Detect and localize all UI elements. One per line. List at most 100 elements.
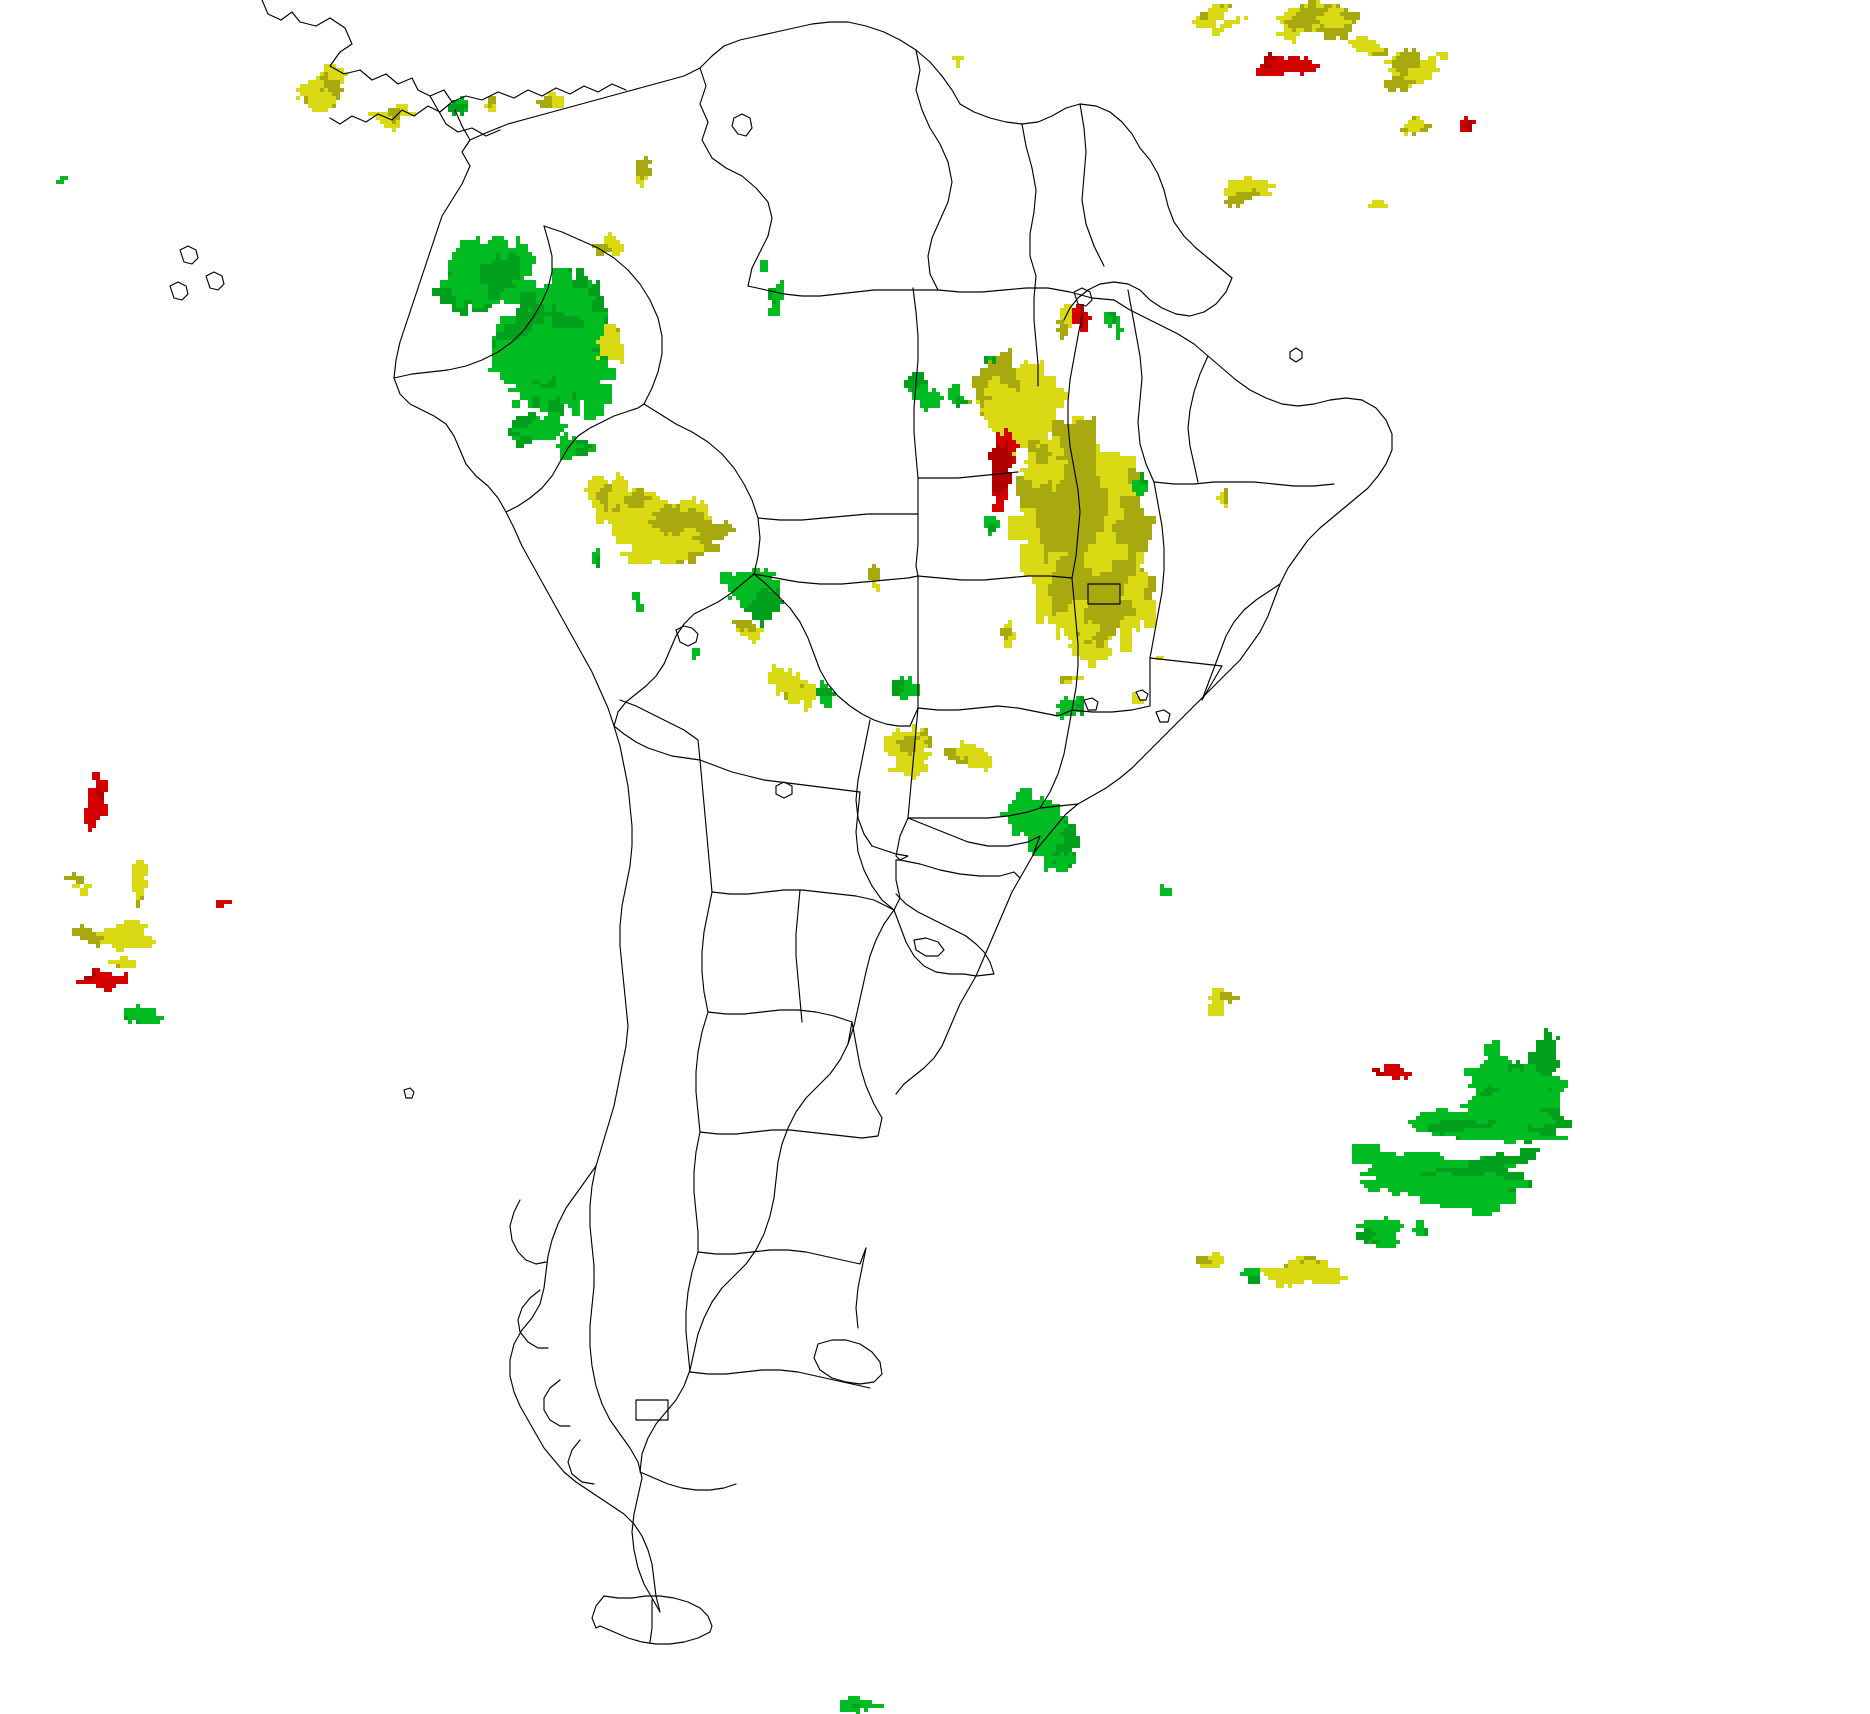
patch-blob [1156,652,1164,660]
patch-blob [552,96,564,108]
border-bahia-north [1150,482,1164,658]
map-patch-yellow [1020,432,1068,496]
map-patch-green [1464,1028,1568,1124]
coast-chile-islands-d [568,1440,594,1484]
patch-blob [1224,180,1244,196]
border-ms-parana [908,708,918,818]
islands-galapagos-2 [206,272,224,290]
border-peru-bolivia [614,574,754,726]
border-arg-prov-10 [690,1370,870,1388]
patch-blob [1164,884,1172,900]
map-patch-red [1252,52,1320,76]
patch-blob [1412,1220,1424,1232]
patch-blob [592,240,612,256]
border-arg-prov-3 [702,892,712,1012]
border-maranhao-piaui [1128,290,1154,482]
patch-blob [88,784,104,824]
map-patch-yellow [600,488,736,564]
coast-chile-islands-b [518,1290,548,1348]
border-bolivia-brazil [754,574,918,726]
map-patch-red [84,768,108,836]
border-arg-prov-4 [708,1010,852,1044]
map-patch-green [488,268,616,424]
map-patch-yellow [1260,1256,1348,1288]
map-patch-green [1240,1264,1268,1284]
coast-chile-islands-c [544,1380,570,1426]
patch-blob [1368,200,1380,208]
patch-blob [912,384,936,404]
map-patch-green [692,648,700,664]
border-venezuela-guyana [916,50,952,290]
map-patch-green [120,1004,168,1024]
patch-blob [1216,988,1240,1004]
map-patch-yellow [1192,4,1248,36]
border-paraguay-argentina [856,792,900,910]
patch-blob [736,580,760,608]
patch-blob [212,900,224,908]
map-patch-yellow [132,856,148,908]
map-patch-green [1000,788,1080,872]
border-ms-sp [918,706,1072,716]
patch-blob [1360,40,1384,52]
border-arg-west-cordoba [796,890,802,1022]
patch-blob [732,620,756,632]
patch-blob [1460,1096,1556,1128]
patch-blob [1260,56,1304,76]
map-patch-green [984,512,1000,536]
border-arg-prov-7 [694,1132,700,1252]
inset-box-2 [636,1400,668,1420]
border-acre-rondonia [754,574,918,584]
coast-peru [506,512,614,726]
patch-blob [64,872,88,884]
border-bahia-south [1150,658,1222,700]
patch-blob [76,976,108,984]
patch-blob [448,100,468,116]
coast-venezuela-guyana [960,104,1140,148]
island-small-sw [404,1088,414,1098]
patch-blob [1404,116,1428,136]
map-patch-green [888,676,924,700]
coast-small-br-3 [1156,710,1170,722]
map-patch-yellow [1196,1248,1224,1272]
border-arg-prov-1 [700,760,712,892]
patch-blob [112,920,152,940]
map-patch-yellow [1348,36,1388,60]
map-patch-yellow [296,64,348,116]
border-bolivia-paraguay [856,720,872,846]
patch-blob [1452,1128,1568,1144]
patch-blob [96,928,132,952]
patch-blob [124,1012,148,1024]
border-roraima-amazonas [1034,276,1038,386]
coast-argentina-east [640,910,894,1472]
patch-blob [692,648,696,664]
map-patch-yellow [636,156,652,188]
patch-blob [952,56,964,64]
map-patch-green [760,256,768,276]
border-amazonas-para [913,288,918,478]
border-bolivia-argentina [700,760,860,792]
patch-blob [996,476,1008,512]
border-sc-rs [900,860,1020,878]
border-piaui-ceara [1188,356,1208,482]
patch-blob [1464,120,1472,132]
map-patch-yellow [1368,200,1388,208]
map-patch-red [212,900,236,908]
map-patch-green [768,276,784,316]
patch-blob [1272,1268,1296,1288]
map-patch-green [632,588,644,612]
patch-blob [304,88,336,116]
border-ecuador-peru [506,404,644,512]
coast-colombia-pacific [394,166,470,378]
border-peru-brazil [644,404,760,574]
patch-blob [1132,480,1144,496]
map-patch-green [56,176,68,184]
coast-nordeste [1078,300,1392,804]
map-patch-yellow [1216,484,1232,508]
map-patch-green [1132,472,1148,500]
patch-blob [984,524,996,532]
patch-blob [1112,312,1124,340]
border-paraguay-brazil [872,846,908,860]
coast-islands-ne [1074,288,1092,306]
border-arg-prov-6 [700,1118,882,1138]
